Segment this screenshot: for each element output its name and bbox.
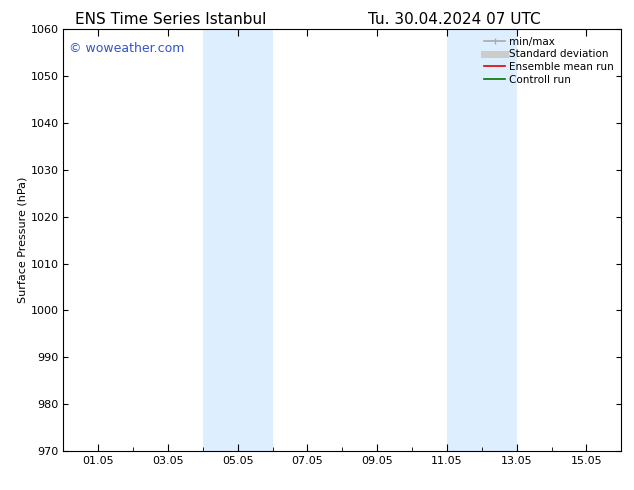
Bar [203, 29, 273, 451]
Text: Tu. 30.04.2024 07 UTC: Tu. 30.04.2024 07 UTC [368, 12, 540, 27]
Legend: min/max, Standard deviation, Ensemble mean run, Controll run: min/max, Standard deviation, Ensemble me… [482, 35, 616, 87]
Bar [447, 29, 517, 451]
Text: © woweather.com: © woweather.com [69, 42, 184, 55]
Y-axis label: Surface Pressure (hPa): Surface Pressure (hPa) [18, 177, 28, 303]
Text: ENS Time Series Istanbul: ENS Time Series Istanbul [75, 12, 266, 27]
